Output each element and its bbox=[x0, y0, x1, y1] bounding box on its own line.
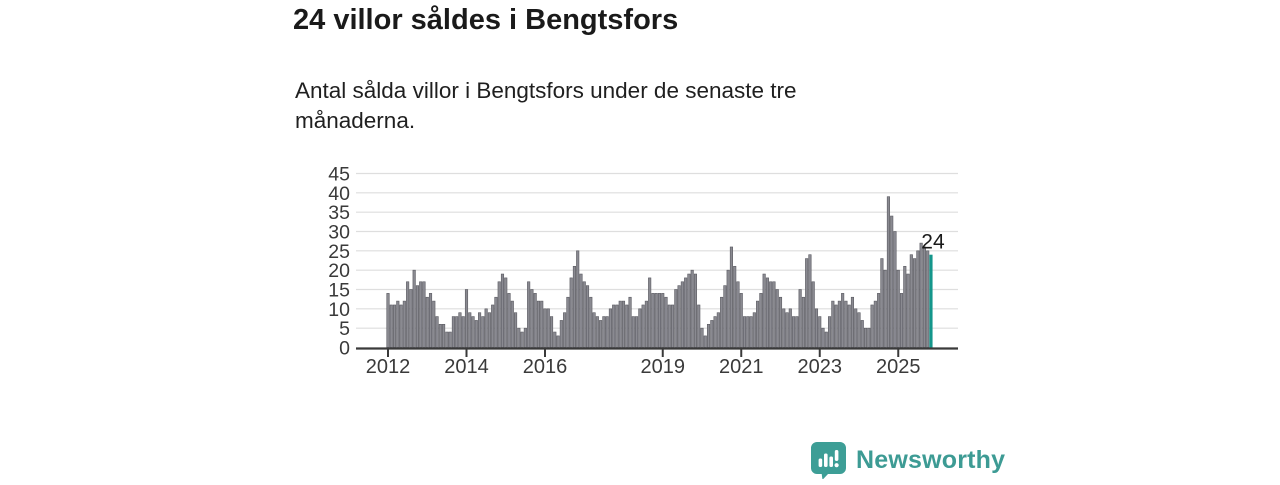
highlight-bar bbox=[929, 254, 933, 348]
svg-text:2019: 2019 bbox=[641, 356, 686, 378]
newsworthy-logo-text: Newsworthy bbox=[856, 445, 1006, 474]
bar-chart-speech-bubble-icon bbox=[811, 442, 846, 479]
bars bbox=[386, 196, 933, 348]
svg-text:2014: 2014 bbox=[444, 356, 489, 378]
svg-text:2016: 2016 bbox=[523, 356, 568, 378]
x-axis: 2012 2014 2016 2019 2021 2023 2025 bbox=[356, 347, 958, 378]
page-subtitle: Antal sålda villor i Bengtsfors under de… bbox=[295, 78, 797, 133]
svg-text:5: 5 bbox=[339, 318, 350, 340]
page-title: 24 villor såldes i Bengtsfors bbox=[293, 4, 679, 36]
svg-text:40: 40 bbox=[328, 183, 350, 205]
svg-text:45: 45 bbox=[328, 164, 350, 186]
svg-text:20: 20 bbox=[328, 260, 350, 282]
value-annotation: 24 bbox=[921, 231, 945, 254]
svg-text:2025: 2025 bbox=[876, 356, 921, 378]
svg-text:10: 10 bbox=[328, 299, 350, 321]
svg-text:35: 35 bbox=[328, 202, 350, 224]
svg-text:25: 25 bbox=[328, 241, 350, 263]
svg-text:0: 0 bbox=[339, 338, 350, 360]
svg-text:2012: 2012 bbox=[366, 356, 411, 378]
svg-text:2021: 2021 bbox=[719, 356, 764, 378]
newsworthy-logo: Newsworthy bbox=[810, 441, 1005, 479]
svg-text:15: 15 bbox=[328, 280, 350, 302]
svg-text:30: 30 bbox=[328, 222, 350, 244]
svg-text:2023: 2023 bbox=[798, 356, 843, 378]
